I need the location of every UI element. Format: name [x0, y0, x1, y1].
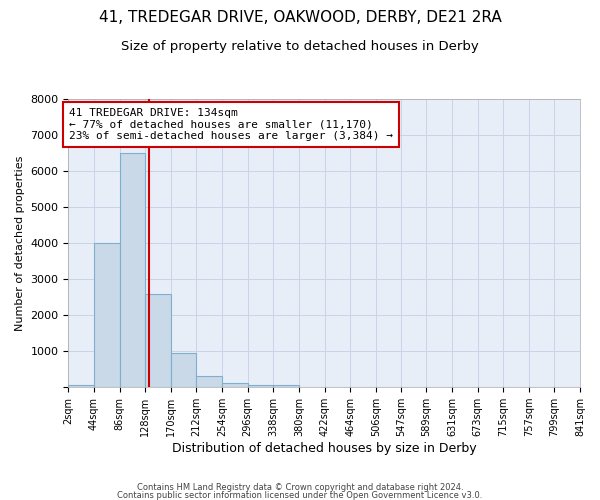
Bar	[119, 153, 145, 387]
Text: 41 TREDEGAR DRIVE: 134sqm
← 77% of detached houses are smaller (11,170)
23% of s: 41 TREDEGAR DRIVE: 134sqm ← 77% of detac…	[69, 108, 393, 141]
Bar	[248, 384, 273, 387]
Bar	[222, 384, 248, 387]
Bar	[94, 243, 119, 387]
Bar	[196, 376, 222, 387]
Bar	[68, 384, 94, 387]
Bar	[145, 294, 171, 387]
Text: Size of property relative to detached houses in Derby: Size of property relative to detached ho…	[121, 40, 479, 53]
Bar	[171, 353, 196, 387]
X-axis label: Distribution of detached houses by size in Derby: Distribution of detached houses by size …	[172, 442, 476, 455]
Text: Contains HM Land Registry data © Crown copyright and database right 2024.: Contains HM Land Registry data © Crown c…	[137, 484, 463, 492]
Bar	[273, 386, 299, 387]
Y-axis label: Number of detached properties: Number of detached properties	[15, 156, 25, 331]
Text: Contains public sector information licensed under the Open Government Licence v3: Contains public sector information licen…	[118, 490, 482, 500]
Text: 41, TREDEGAR DRIVE, OAKWOOD, DERBY, DE21 2RA: 41, TREDEGAR DRIVE, OAKWOOD, DERBY, DE21…	[98, 10, 502, 25]
